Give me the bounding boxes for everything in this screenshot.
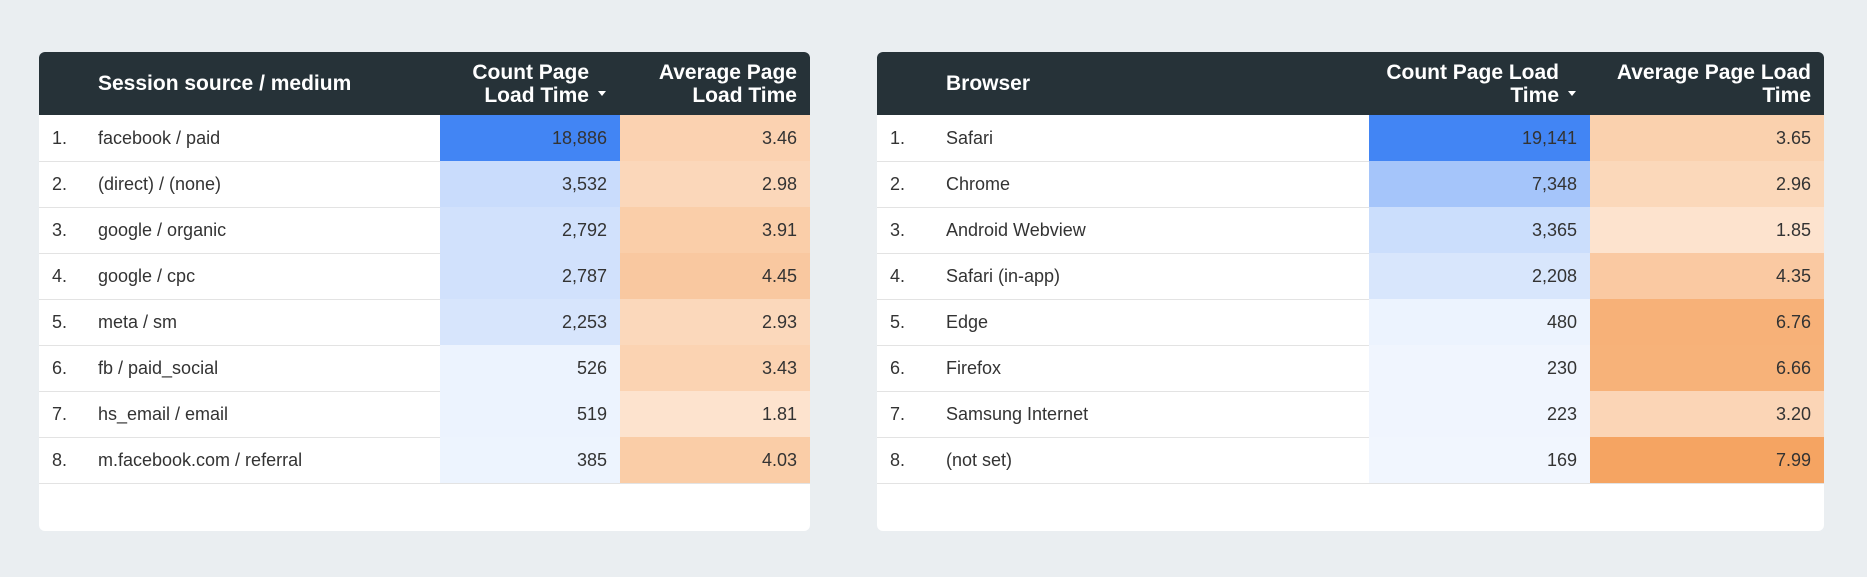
row-label: Firefox: [946, 357, 1002, 378]
sort-arrow: [598, 91, 606, 96]
row-label: hs_email / email: [98, 403, 229, 424]
table-card: Session source / medium Count Page Load T…: [39, 52, 810, 531]
average-cell: 1.85: [1590, 207, 1824, 253]
row-index: 7.: [52, 403, 68, 424]
average-cell: 6.76: [1590, 299, 1824, 345]
count-cell: 169: [1369, 437, 1590, 483]
row-label: facebook / paid: [98, 127, 221, 148]
average-cell: 3.43: [620, 345, 810, 391]
count-cell: 526: [440, 345, 620, 391]
table-row: 1. Safari 19,141 3.65: [877, 115, 1824, 162]
row-label: Edge: [946, 311, 989, 332]
table-row: 8. (not set) 169 7.99: [877, 437, 1824, 484]
average-cell: 6.66: [1590, 345, 1824, 391]
average-cell: 3.46: [620, 115, 810, 161]
table-row: 2. (direct) / (none) 3,532 2.98: [39, 161, 810, 208]
count-cell: 2,792: [440, 207, 620, 253]
average-cell: 3.20: [1590, 391, 1824, 437]
count-cell: 2,208: [1369, 253, 1590, 299]
row-label: google / organic: [98, 219, 227, 240]
header-text: Count Page Load Time: [1386, 60, 1559, 107]
table-card: Browser Count Page Load Time Average Page …: [877, 52, 1824, 531]
row-index: 5.: [890, 311, 906, 332]
table-row: 7. hs_email / email 519 1.81: [39, 391, 810, 438]
average-cell: 4.35: [1590, 253, 1824, 299]
row-index: 2.: [52, 173, 68, 194]
column-header[interactable]: Average Page Load Time: [1616, 60, 1811, 107]
row-index: 5.: [52, 311, 68, 332]
table-header: Session source / medium Count Page Load T…: [39, 52, 810, 115]
row-label: Safari: [946, 127, 994, 148]
row-label: meta / sm: [98, 311, 178, 332]
row-index: 3.: [52, 219, 68, 240]
count-cell: 18,886: [440, 115, 620, 161]
row-label: (direct) / (none): [98, 173, 222, 194]
count-cell: 19,141: [1369, 115, 1590, 161]
row-label: fb / paid_social: [98, 357, 219, 378]
row-index: 4.: [890, 265, 906, 286]
row-label: Chrome: [946, 173, 1011, 194]
table-row: 3. google / organic 2,792 3.91: [39, 207, 810, 254]
average-cell: 3.91: [620, 207, 810, 253]
table-row: 5. meta / sm 2,253 2.93: [39, 299, 810, 346]
table-row: 8. m.facebook.com / referral 385 4.03: [39, 437, 810, 484]
column-header[interactable]: Average Page Load Time: [658, 60, 797, 107]
count-cell: 230: [1369, 345, 1590, 391]
count-cell: 2,253: [440, 299, 620, 345]
row-index: 4.: [52, 265, 68, 286]
average-cell: 7.99: [1590, 437, 1824, 483]
sort-arrow: [1568, 91, 1576, 96]
count-cell: 385: [440, 437, 620, 483]
column-header[interactable]: Count Page Load Time: [440, 52, 607, 115]
table-row: 1. facebook / paid 18,886 3.46: [39, 115, 810, 162]
row-index: 1.: [52, 127, 68, 148]
table-row: 4. Safari (in-app) 2,208 4.35: [877, 253, 1824, 300]
average-cell: 4.03: [620, 437, 810, 483]
table-header: Browser Count Page Load Time Average Page …: [877, 52, 1824, 115]
count-cell: 223: [1369, 391, 1590, 437]
table-row: 4. google / cpc 2,787 4.45: [39, 253, 810, 300]
row-label: Samsung Internet: [946, 403, 1089, 424]
average-cell: 3.65: [1590, 115, 1824, 161]
count-cell: 3,365: [1369, 207, 1590, 253]
row-index: 7.: [890, 403, 906, 424]
row-index: 8.: [890, 449, 906, 470]
table-row: 3. Android Webview 3,365 1.85: [877, 207, 1824, 254]
table-row: 6. Firefox 230 6.66: [877, 345, 1824, 392]
row-index: 3.: [890, 219, 906, 240]
header-text: Count Page Load Time: [472, 60, 589, 107]
count-cell: 7,348: [1369, 161, 1590, 207]
table-row: 5. Edge 480 6.76: [877, 299, 1824, 346]
column-header: Session source / medium: [98, 72, 352, 95]
row-label: Android Webview: [946, 219, 1086, 240]
average-cell: 1.81: [620, 391, 810, 437]
row-label: Safari (in-app): [946, 265, 1061, 286]
row-index: 1.: [890, 127, 906, 148]
average-cell: 4.45: [620, 253, 810, 299]
table-row: 2. Chrome 7,348 2.96: [877, 161, 1824, 208]
row-label: m.facebook.com / referral: [98, 449, 303, 470]
count-cell: 480: [1369, 299, 1590, 345]
average-cell: 2.96: [1590, 161, 1824, 207]
table-row: 6. fb / paid_social 526 3.43: [39, 345, 810, 392]
table-row: 7. Samsung Internet 223 3.20: [877, 391, 1824, 438]
row-index: 6.: [890, 357, 906, 378]
count-cell: 3,532: [440, 161, 620, 207]
row-index: 2.: [890, 173, 906, 194]
row-label: (not set): [946, 449, 1013, 470]
count-cell: 519: [440, 391, 620, 437]
count-cell: 2,787: [440, 253, 620, 299]
row-label: google / cpc: [98, 265, 196, 286]
column-header[interactable]: Count Page Load Time: [1369, 52, 1577, 115]
column-header: Browser: [946, 72, 1031, 95]
row-index: 8.: [52, 449, 68, 470]
row-index: 6.: [52, 357, 68, 378]
average-cell: 2.98: [620, 161, 810, 207]
average-cell: 2.93: [620, 299, 810, 345]
